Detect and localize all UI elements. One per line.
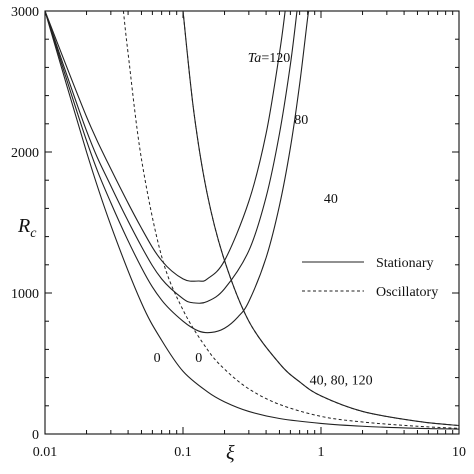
legend-stationary-label: Stationary bbox=[376, 256, 434, 271]
x-tick-label: 10 bbox=[452, 445, 466, 460]
stationary-curve bbox=[45, 11, 310, 334]
y-tick-label: 1000 bbox=[11, 287, 39, 302]
oscillatory-curve bbox=[122, 11, 459, 429]
y-tick-label: 2000 bbox=[11, 146, 39, 161]
stationary-curve bbox=[45, 11, 286, 282]
x-tick-label: 1 bbox=[318, 445, 325, 460]
x-tick-label: 0.01 bbox=[33, 445, 58, 460]
plot-frame bbox=[44, 10, 460, 435]
x-tick-label: 0.1 bbox=[174, 445, 192, 460]
curve-annotation: 40, 80, 120 bbox=[310, 374, 373, 389]
y-tick-label: 0 bbox=[32, 428, 39, 443]
oscillatory-curve bbox=[182, 11, 459, 427]
y-tick-label: 3000 bbox=[11, 5, 39, 20]
legend-oscillatory-label: Oscillatory bbox=[376, 285, 438, 300]
curve-annotation: Ta=120 bbox=[248, 51, 290, 66]
stationary-curve bbox=[182, 11, 459, 427]
curve-annotation: 80 bbox=[294, 113, 308, 128]
stationary-curve bbox=[45, 11, 459, 430]
stationary-curve bbox=[45, 11, 298, 304]
curve-annotation: 40 bbox=[324, 192, 338, 207]
curve-annotation: 0 bbox=[154, 351, 161, 366]
x-axis-label: ξ bbox=[226, 442, 235, 464]
y-axis-label: Rc bbox=[17, 215, 37, 241]
curve-annotation: 0 bbox=[195, 351, 202, 366]
